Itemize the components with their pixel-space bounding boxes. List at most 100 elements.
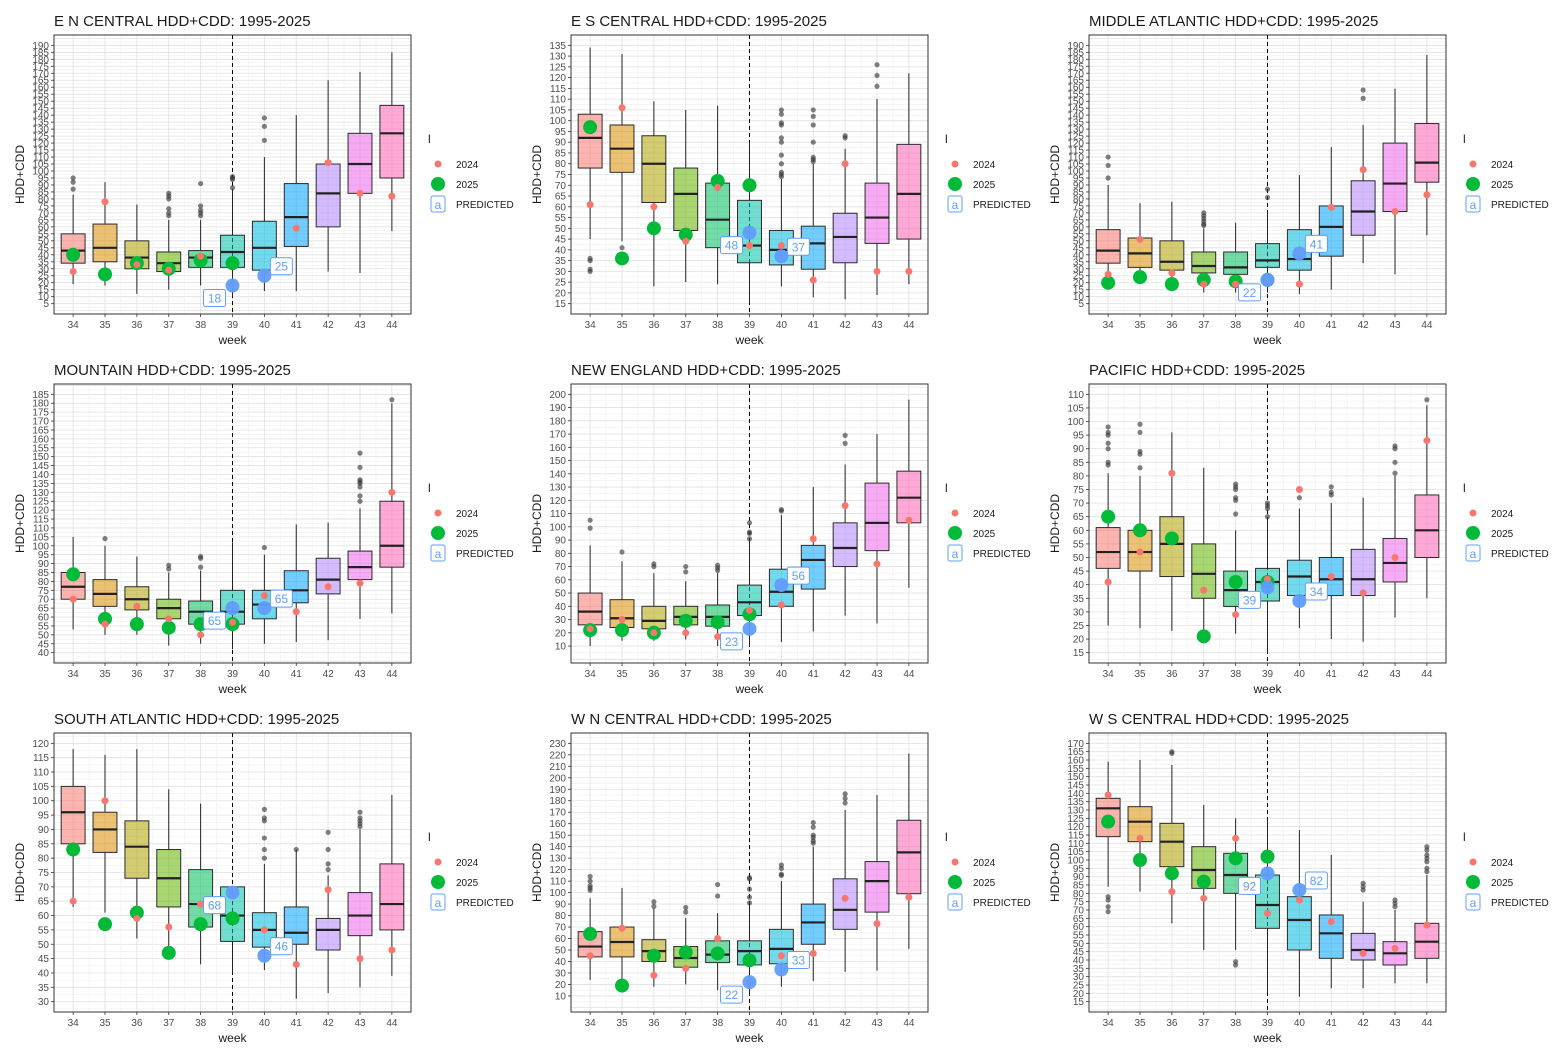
point-2025 <box>1164 531 1179 546</box>
x-tick-label: 42 <box>323 669 335 680</box>
x-tick-label: 41 <box>808 669 820 680</box>
box <box>60 785 86 845</box>
legend-key-predicted <box>430 544 446 562</box>
box <box>1286 896 1312 951</box>
outlier-point <box>1201 210 1207 216</box>
x-tick-label: 35 <box>616 320 628 331</box>
y-axis-label: HDD+CDD <box>13 145 27 204</box>
y-tick-label: 140 <box>549 469 566 480</box>
predicted-label: 37 <box>792 240 806 254</box>
y-tick-label: 145 <box>32 461 49 472</box>
outlier-point <box>1424 844 1430 850</box>
y-tick-label: 20 <box>1073 635 1085 646</box>
legend-label: 2024 <box>973 509 996 520</box>
outlier-point <box>1137 448 1143 455</box>
y-tick-label: 90 <box>38 559 50 570</box>
x-tick-label: 37 <box>163 320 175 331</box>
y-tick-label: 90 <box>555 138 567 149</box>
y-tick-label: 230 <box>549 739 566 750</box>
outlier-point <box>778 107 784 113</box>
legend-key-2025 <box>948 875 962 889</box>
outlier-point <box>166 206 172 212</box>
outlier-point <box>261 544 267 551</box>
point-2024 <box>618 616 626 624</box>
outlier-point <box>619 549 625 555</box>
point-2024 <box>1200 586 1208 594</box>
x-tick-label: 36 <box>1166 320 1178 331</box>
box <box>1159 240 1185 271</box>
point-predicted <box>1260 580 1275 595</box>
y-tick-label: 180 <box>549 416 566 427</box>
y-tick-label: 115 <box>33 146 49 157</box>
y-tick-label: 120 <box>32 139 49 150</box>
outlier-point <box>587 525 593 531</box>
x-tick-label: 41 <box>1326 669 1338 680</box>
point-predicted <box>742 225 757 240</box>
outlier-point <box>198 203 204 209</box>
y-tick-label: 100 <box>1067 167 1084 178</box>
legend-label: PREDICTED <box>973 549 1031 560</box>
y-tick-label: 70 <box>555 923 567 934</box>
y-axis-label: HDD+CDD <box>13 494 27 553</box>
y-tick-label: 125 <box>32 132 49 143</box>
point-2024 <box>197 252 205 260</box>
y-tick-label: 80 <box>555 159 567 170</box>
point-2025 <box>1228 574 1243 589</box>
outlier-point <box>651 899 657 905</box>
legend-label: 2025 <box>973 529 996 540</box>
legend-key-glyph: a <box>435 896 442 910</box>
y-tick-label: 70 <box>38 595 50 606</box>
x-tick-label: 44 <box>1421 669 1433 680</box>
outlier-point <box>261 115 267 121</box>
box <box>379 863 405 931</box>
chart-title: E S CENTRAL HDD+CDD: 1995-2025 <box>571 13 827 30</box>
outlier-point <box>746 886 753 892</box>
legend-title: l <box>1463 830 1466 844</box>
outlier-point <box>1328 489 1334 495</box>
point-2024 <box>618 924 626 932</box>
y-tick-label: 160 <box>32 83 49 94</box>
x-tick-label: 39 <box>227 669 239 680</box>
predicted-label: 65 <box>275 592 289 606</box>
point-2024 <box>1200 280 1208 288</box>
point-2025 <box>1133 523 1147 538</box>
outlier-point <box>325 867 331 873</box>
outlier-point <box>70 175 76 181</box>
y-tick-label: 155 <box>1067 764 1084 775</box>
x-axis-label: week <box>734 682 764 696</box>
point-2024 <box>841 502 849 510</box>
point-2025 <box>615 251 629 266</box>
point-2025 <box>193 917 208 932</box>
y-tick-label: 45 <box>38 639 50 650</box>
y-tick-label: 50 <box>1073 553 1085 564</box>
y-tick-label: 90 <box>38 180 50 191</box>
point-2025 <box>646 221 661 236</box>
x-tick-label: 43 <box>1389 669 1401 680</box>
point-predicted <box>257 601 272 616</box>
box <box>283 906 309 945</box>
outlier-point <box>1105 424 1111 430</box>
predicted-label: 46 <box>275 940 289 954</box>
chart-panel: W N CENTRAL HDD+CDD: 1995-2025 10 20 30 40 50… <box>517 698 1037 1048</box>
point-2024 <box>1232 280 1240 288</box>
legend-item: 2024 <box>1469 858 1514 869</box>
legend-item: 2025 <box>1466 875 1514 889</box>
y-tick-label: 70 <box>1073 208 1085 219</box>
point-2024 <box>1232 834 1240 842</box>
y-tick-label: 20 <box>555 980 567 991</box>
outlier-point <box>778 135 784 141</box>
y-tick-label: 115 <box>550 84 566 95</box>
legend-item: a PREDICTED <box>947 544 1031 562</box>
outlier-point <box>810 154 816 160</box>
chart-svg: E S CENTRAL HDD+CDD: 1995-20251520253035… <box>530 13 1031 347</box>
point-2025 <box>1101 814 1116 829</box>
legend-key-predicted <box>947 893 963 911</box>
y-tick-label: 120 <box>549 496 566 507</box>
y-tick-label: 30 <box>555 968 567 979</box>
outlier-point <box>810 832 816 838</box>
y-tick-label: 10 <box>1073 292 1085 303</box>
x-tick-label: 44 <box>903 320 915 331</box>
y-tick-label: 190 <box>549 403 566 414</box>
point-2025 <box>98 611 112 626</box>
outlier-point <box>357 484 363 490</box>
